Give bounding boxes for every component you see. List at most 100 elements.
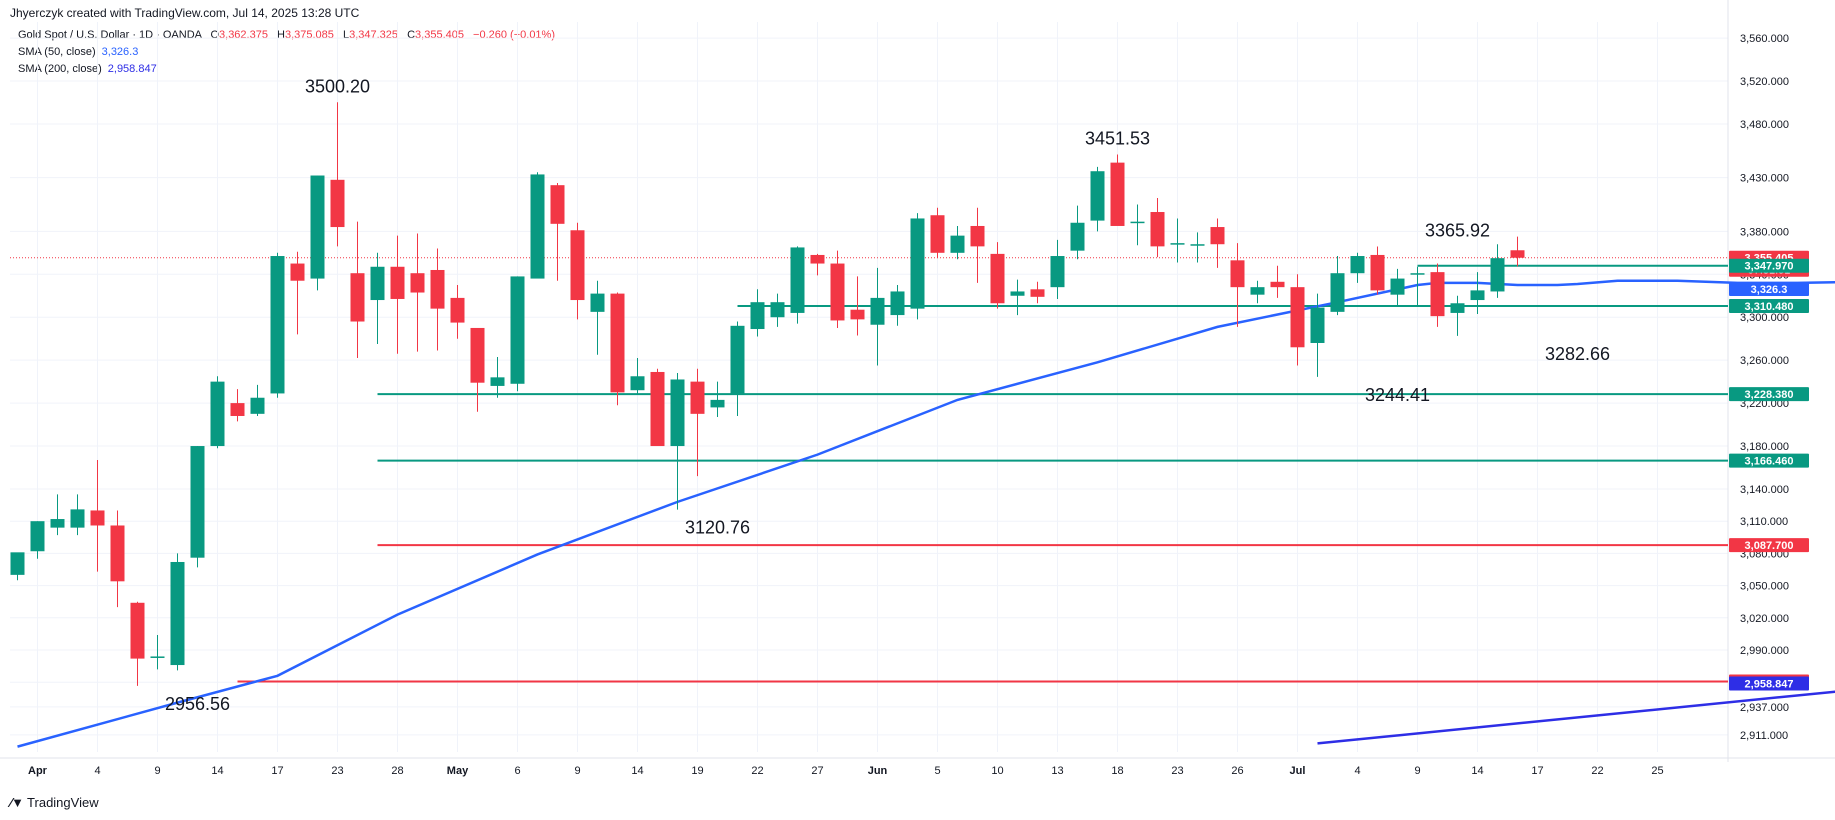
candle-up[interactable] xyxy=(1390,278,1405,295)
candle-down[interactable] xyxy=(230,403,245,416)
candle-down[interactable] xyxy=(650,371,665,447)
sma200-legend[interactable]: SMA (200, close) 2,958.847 xyxy=(18,63,157,75)
candle-up[interactable] xyxy=(1250,287,1265,295)
candle-up[interactable] xyxy=(190,446,205,558)
candle-down[interactable] xyxy=(450,297,465,323)
candle-down[interactable] xyxy=(810,254,825,264)
candle-down[interactable] xyxy=(550,185,565,224)
candle-up[interactable] xyxy=(1190,244,1205,246)
candle-up[interactable] xyxy=(590,293,605,312)
price-tag-label: 3,166.460 xyxy=(1745,456,1794,468)
candle-up[interactable] xyxy=(1170,243,1185,245)
candle-up[interactable] xyxy=(1070,222,1085,251)
candle-down[interactable] xyxy=(690,381,705,414)
candle-up[interactable] xyxy=(770,302,785,318)
candle-down[interactable] xyxy=(130,602,145,659)
x-axis-tick-label: 17 xyxy=(1531,765,1543,777)
candle-down[interactable] xyxy=(1230,260,1245,288)
candle-down[interactable] xyxy=(1110,162,1125,226)
x-axis-tick-label: 28 xyxy=(391,765,403,777)
candle-down[interactable] xyxy=(1210,227,1225,245)
candle-down[interactable] xyxy=(1510,250,1525,258)
candle-up[interactable] xyxy=(1490,258,1505,292)
candle-down[interactable] xyxy=(850,309,865,320)
candle-down[interactable] xyxy=(430,269,445,309)
candle-down[interactable] xyxy=(1270,281,1285,288)
candle-up[interactable] xyxy=(670,379,685,447)
y-axis-tick-label: 3,140.000 xyxy=(1740,484,1789,496)
candle-down[interactable] xyxy=(830,263,845,321)
candle-up[interactable] xyxy=(370,266,385,301)
candle-up[interactable] xyxy=(1410,273,1425,275)
candle-up[interactable] xyxy=(890,291,905,316)
candle-up[interactable] xyxy=(1010,291,1025,296)
candle-up[interactable] xyxy=(170,561,185,666)
x-axis-tick-label: Jun xyxy=(868,765,888,777)
candle-up[interactable] xyxy=(1090,171,1105,221)
candle-up[interactable] xyxy=(1310,307,1325,343)
candle-up[interactable] xyxy=(150,656,165,658)
candle-down[interactable] xyxy=(930,215,945,253)
y-axis-tick-label: 3,480.000 xyxy=(1740,119,1789,131)
candle-down[interactable] xyxy=(90,510,105,526)
candle-up[interactable] xyxy=(210,381,225,447)
candle-up[interactable] xyxy=(790,247,805,313)
candle-up[interactable] xyxy=(1130,221,1145,224)
x-axis-tick-label: 6 xyxy=(514,765,520,777)
candle-up[interactable] xyxy=(270,256,285,394)
x-axis-tick-label: 23 xyxy=(1171,765,1183,777)
x-axis-tick-label: 4 xyxy=(94,765,100,777)
y-axis-tick-label: 3,380.000 xyxy=(1740,226,1789,238)
candle-up[interactable] xyxy=(530,174,545,279)
x-axis-tick-label: 13 xyxy=(1051,765,1063,777)
candle-down[interactable] xyxy=(350,273,365,322)
candle-up[interactable] xyxy=(710,399,725,408)
candle-up[interactable] xyxy=(1050,256,1065,288)
candle-up[interactable] xyxy=(630,376,645,391)
candle-down[interactable] xyxy=(110,525,125,582)
candle-down[interactable] xyxy=(290,263,305,281)
x-axis-tick-label: 27 xyxy=(811,765,823,777)
candle-up[interactable] xyxy=(490,377,505,386)
candle-up[interactable] xyxy=(1330,273,1345,312)
candle-up[interactable] xyxy=(30,521,45,552)
candle-down[interactable] xyxy=(990,253,1005,304)
candle-up[interactable] xyxy=(1450,303,1465,313)
candle-up[interactable] xyxy=(50,519,65,528)
x-axis-tick-label: May xyxy=(447,765,469,777)
candle-down[interactable] xyxy=(410,273,425,293)
candle-up[interactable] xyxy=(730,325,745,395)
price-tag-label: 3,326.3 xyxy=(1751,284,1788,296)
sma200-line[interactable] xyxy=(1317,683,1835,745)
candle-up[interactable] xyxy=(750,302,765,330)
x-axis-tick-label: Jul xyxy=(1290,765,1306,777)
candle-up[interactable] xyxy=(250,397,265,414)
candle-down[interactable] xyxy=(1030,289,1045,297)
candle-down[interactable] xyxy=(1430,272,1445,317)
price-tag-label: 3,228.380 xyxy=(1745,389,1794,401)
chart-attribution: Jhyerczyk created with TradingView.com, … xyxy=(10,6,360,20)
price-tag xyxy=(1729,281,1809,296)
candle-up[interactable] xyxy=(950,235,965,253)
candle-down[interactable] xyxy=(1290,287,1305,348)
candle-down[interactable] xyxy=(610,293,625,393)
candle-down[interactable] xyxy=(570,230,585,301)
candle-down[interactable] xyxy=(470,327,485,383)
x-axis-tick-label: 19 xyxy=(691,765,703,777)
candle-up[interactable] xyxy=(1470,290,1485,301)
x-axis-tick-label: 23 xyxy=(331,765,343,777)
candle-up[interactable] xyxy=(1350,256,1365,274)
candle-down[interactable] xyxy=(970,225,985,247)
candle-up[interactable] xyxy=(70,509,85,528)
candle-down[interactable] xyxy=(1150,212,1165,247)
candle-up[interactable] xyxy=(10,552,25,575)
candle-down[interactable] xyxy=(1370,254,1385,291)
candle-down[interactable] xyxy=(330,179,345,228)
candle-down[interactable] xyxy=(390,266,405,299)
candle-up[interactable] xyxy=(910,218,925,309)
candle-up[interactable] xyxy=(310,175,325,279)
candle-up[interactable] xyxy=(510,276,525,384)
candle-up[interactable] xyxy=(870,297,885,325)
price-tag xyxy=(1729,453,1809,468)
